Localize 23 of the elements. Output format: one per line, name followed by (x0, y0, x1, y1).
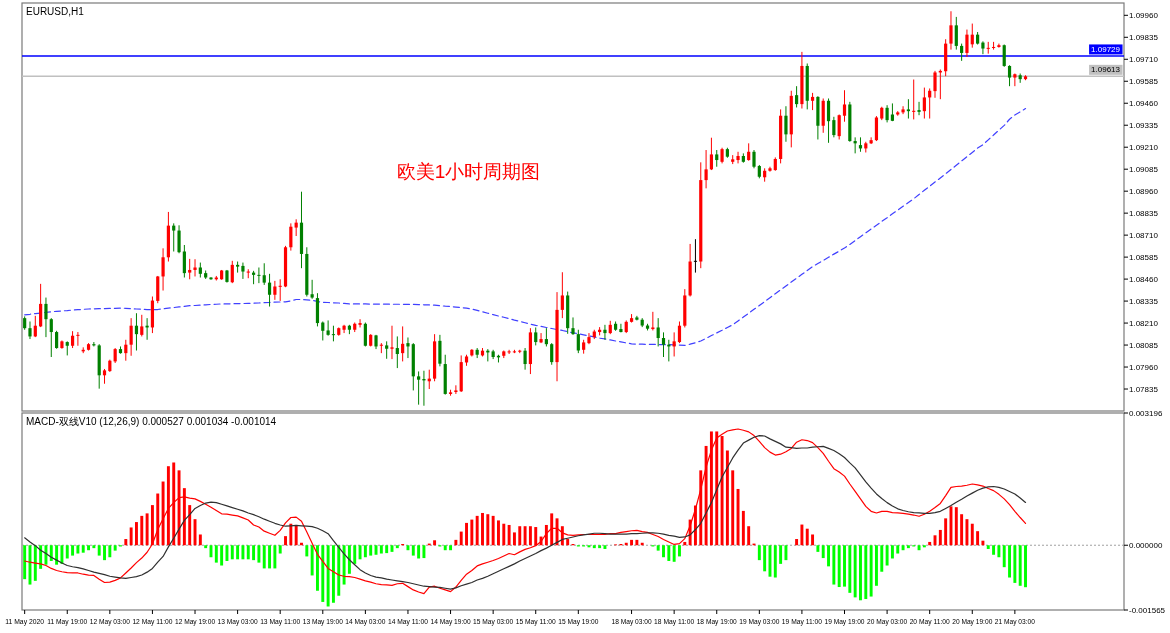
y-tick-label: 1.07835 (1129, 384, 1158, 394)
y-tick-label: 1.09085 (1129, 165, 1158, 174)
y-tick-label: 1.08835 (1129, 208, 1158, 218)
y-tick-label: 1.08085 (1129, 340, 1158, 350)
ref-label: 1.09729 (1091, 44, 1120, 54)
y-tick-label: 1.09585 (1129, 77, 1158, 87)
y-tick-label: 1.08335 (1129, 296, 1158, 306)
y-tick-label: 0.003196 (1129, 408, 1163, 418)
y-tick-label: 1.08710 (1129, 230, 1158, 240)
title: EURUSD,H1 (26, 6, 84, 17)
y-tick-label: 1.08960 (1129, 186, 1158, 196)
y-tick-label: 1.08585 (1129, 252, 1158, 262)
y-tick-label: 1.09835 (1129, 33, 1158, 43)
y-tick-label: 1.09460 (1129, 99, 1158, 109)
y-tick-label: 1.09710 (1129, 55, 1158, 65)
y-tick-label: 1.09210 (1129, 143, 1158, 152)
y-tick-label: 1.09960 (1129, 11, 1158, 21)
y-tick-label: 1.07960 (1129, 362, 1158, 372)
annotation: 欧美1小时周期图 (396, 161, 541, 183)
y-tick-label: 1.08460 (1129, 274, 1158, 284)
ref-label: 1.09613 (1091, 65, 1120, 75)
y-tick-label: 1.09335 (1129, 121, 1158, 130)
y-tick-label: 1.08210 (1129, 318, 1158, 328)
